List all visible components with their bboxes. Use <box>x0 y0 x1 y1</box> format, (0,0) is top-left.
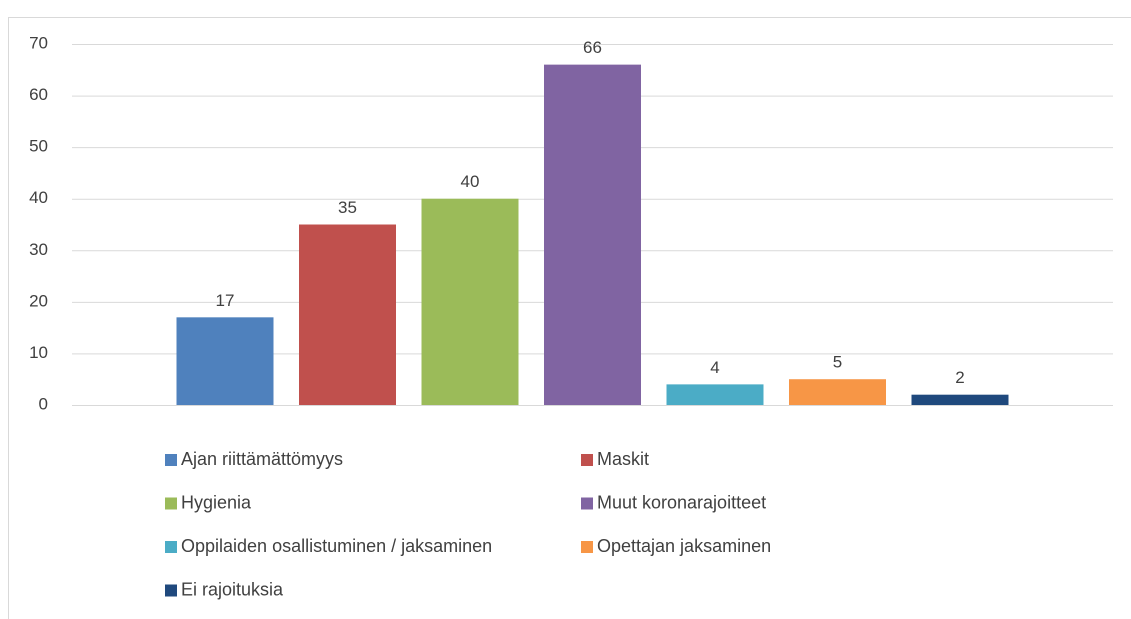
legend-label: Opettajan jaksaminen <box>597 536 771 556</box>
chart-border <box>8 17 1131 619</box>
bar <box>666 384 764 405</box>
legend-swatch <box>165 541 177 553</box>
data-label: 17 <box>216 291 235 310</box>
legend-label: Hygienia <box>181 492 252 512</box>
bar <box>911 394 1009 405</box>
legend-swatch <box>581 541 593 553</box>
legend-swatch <box>165 584 177 597</box>
data-label: 66 <box>583 38 602 57</box>
y-tick-label: 20 <box>29 291 48 310</box>
y-tick-label: 40 <box>29 188 48 207</box>
bar <box>176 317 274 405</box>
bar <box>421 198 519 405</box>
legend-label: Ajan riittämättömyys <box>181 449 343 469</box>
y-tick-label: 30 <box>29 240 48 259</box>
bar <box>789 379 886 405</box>
data-label: 2 <box>955 368 964 387</box>
data-label: 5 <box>833 353 842 372</box>
bar <box>544 64 641 405</box>
legend-swatch <box>581 497 593 510</box>
y-tick-label: 10 <box>29 343 48 362</box>
legend-label: Muut koronarajoitteet <box>597 492 766 512</box>
y-tick-label: 50 <box>29 137 48 156</box>
y-tick-label: 70 <box>29 33 48 52</box>
legend-swatch <box>165 497 177 510</box>
data-label: 35 <box>338 198 357 217</box>
bar <box>299 224 396 405</box>
y-tick-label: 0 <box>39 394 48 413</box>
legend-swatch <box>165 454 177 466</box>
data-label: 40 <box>461 172 480 191</box>
legend-label: Maskit <box>597 449 649 469</box>
legend-label: Oppilaiden osallistuminen / jaksaminen <box>181 536 492 556</box>
legend-label: Ei rajoituksia <box>181 579 284 599</box>
y-tick-label: 60 <box>29 85 48 104</box>
data-label: 4 <box>710 358 719 377</box>
legend-swatch <box>581 454 593 466</box>
